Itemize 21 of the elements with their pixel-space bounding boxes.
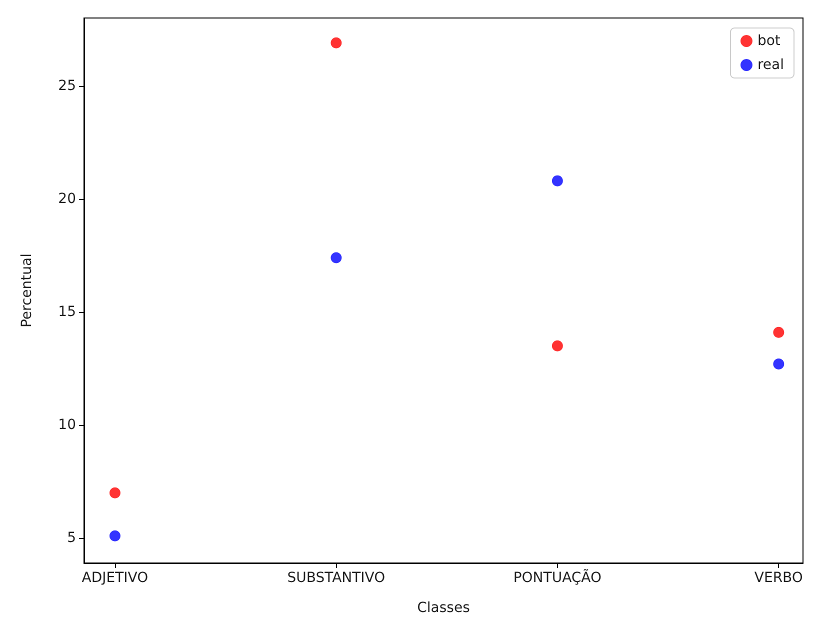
point (552, 340, 563, 352)
point (773, 358, 784, 370)
x-tick-label: ADJETIVO (82, 570, 148, 586)
x-tick-label: VERBO (754, 570, 803, 586)
point (330, 37, 342, 48)
point (330, 252, 342, 264)
point (109, 487, 120, 498)
legend-label: real (757, 57, 784, 73)
y-tick-label: 15 (58, 304, 76, 320)
x-tick-label: PONTUAÇÃO (513, 569, 602, 586)
y-tick-label: 5 (67, 530, 76, 546)
point (109, 530, 120, 542)
point (773, 326, 784, 338)
x-tick-label: SUBSTANTIVO (287, 570, 386, 586)
y-tick-label: 25 (58, 78, 76, 94)
x-axis-title: Classes (417, 600, 470, 616)
y-tick-label: 20 (58, 190, 76, 207)
point (552, 175, 563, 186)
legend-label: bot (757, 33, 781, 49)
y-axis-title: Percentual (19, 253, 35, 328)
y-tick-label: 10 (58, 417, 76, 434)
